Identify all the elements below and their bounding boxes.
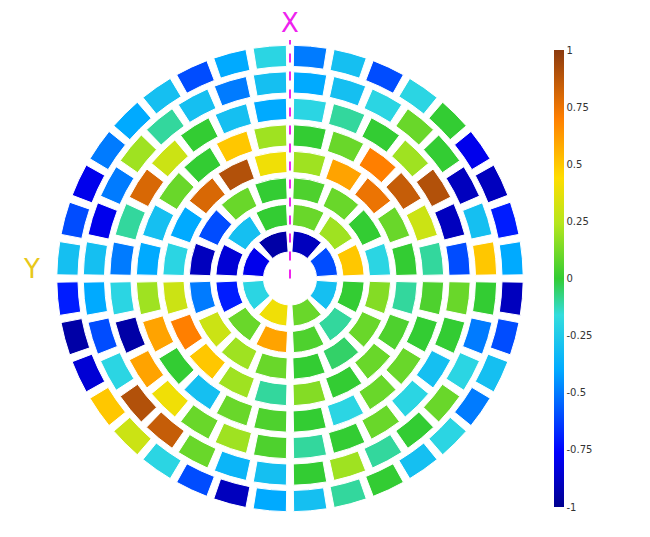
svg-text:0.25: 0.25	[567, 216, 589, 227]
svg-text:-0.25: -0.25	[567, 330, 593, 341]
svg-text:1: 1	[567, 45, 573, 56]
svg-text:0.5: 0.5	[567, 159, 583, 170]
svg-text:X: X	[281, 8, 299, 38]
svg-text:Y: Y	[23, 254, 40, 284]
svg-text:0: 0	[567, 273, 573, 284]
svg-text:-1: -1	[567, 502, 577, 513]
svg-text:0.75: 0.75	[567, 102, 589, 113]
svg-text:-0.75: -0.75	[567, 444, 593, 455]
svg-text:-0.5: -0.5	[567, 387, 587, 398]
